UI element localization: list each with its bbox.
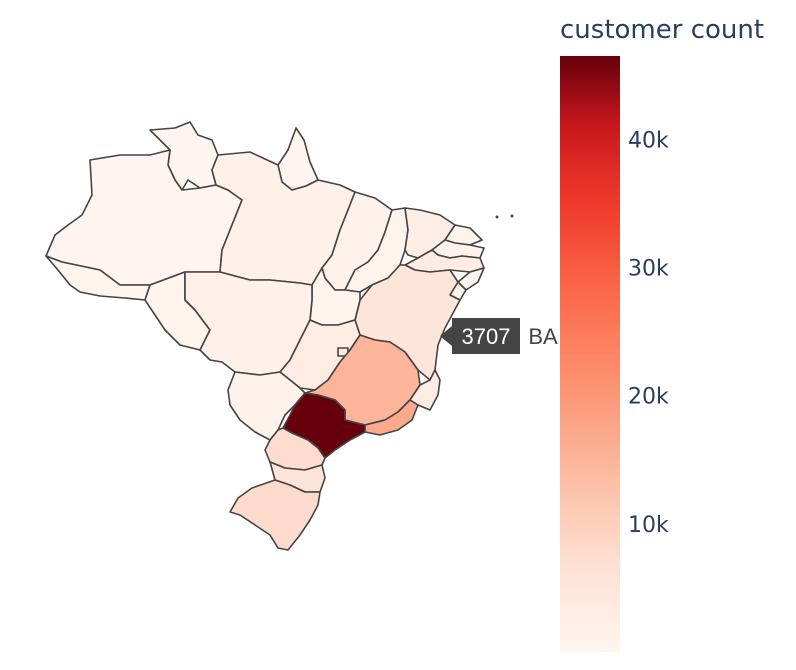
state-sp[interactable] [282,392,366,459]
brazil-map [45,121,485,551]
colorbar-tick-label: 30k [628,256,669,281]
hover-name-box [520,318,566,354]
state-es[interactable] [409,369,441,411]
hover-value: 3707 [462,324,511,349]
colorbar: customer count 10k 20k 30k 40k [560,15,764,652]
colorbar-title: customer count [560,15,764,45]
colorbar-tick-label: 20k [628,385,669,410]
colorbar-gradient [560,56,620,652]
state-ms[interactable] [227,371,306,441]
colorbar-tick-label: 40k [628,128,669,153]
islands [495,214,514,219]
colorbar-tick-label: 10k [628,513,669,538]
hover-label: 3707 BA [440,318,566,354]
hover-value-box [440,318,520,354]
state-al[interactable] [457,267,485,291]
hover-name: BA [528,324,558,349]
state-ac[interactable] [45,255,151,301]
colorbar-ticks: 10k 20k 30k 40k [628,128,669,538]
state-rs[interactable] [229,479,321,551]
state-ap[interactable] [277,127,319,191]
